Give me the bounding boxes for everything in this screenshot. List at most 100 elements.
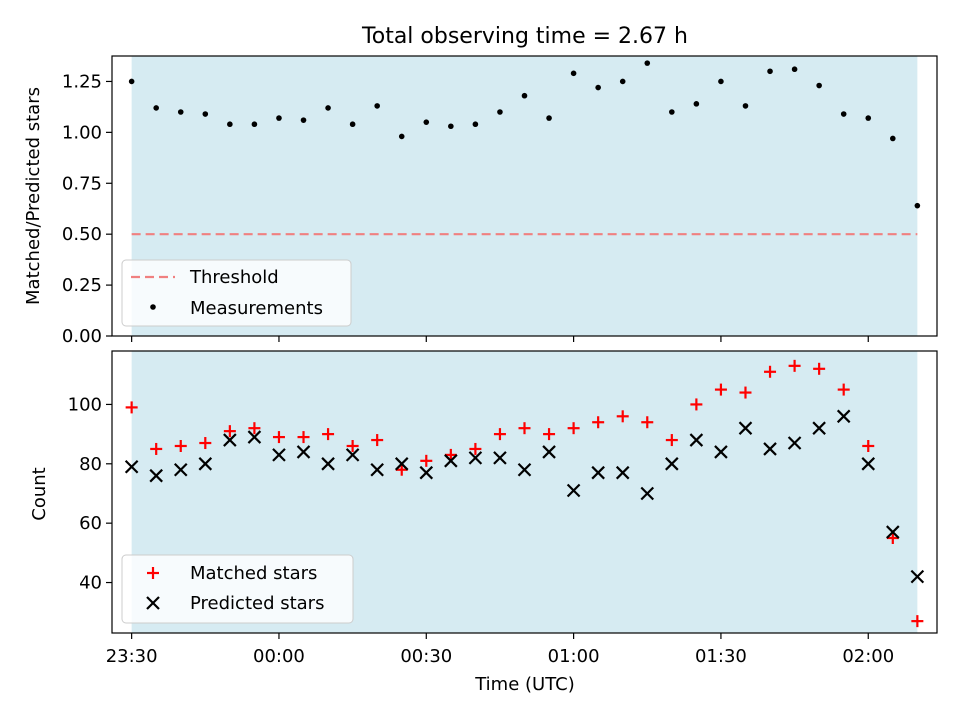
matched-stars-points — [125, 359, 924, 628]
legend-measurements-label: Measurements — [190, 298, 323, 319]
matched-star-point — [543, 428, 556, 441]
predicted-star-point-b — [517, 462, 532, 477]
predicted-star-point — [468, 451, 483, 465]
bottom-y-axis-label: Count — [29, 467, 50, 520]
predicted-star-point — [542, 445, 556, 459]
matched-star-point — [911, 615, 924, 628]
predicted-star-point-b — [542, 445, 556, 459]
bottom-plot-frame — [111, 350, 938, 634]
legend-predicted-label: Predicted stars — [190, 593, 324, 614]
predicted-star-point-b — [468, 451, 483, 465]
measurement-point — [521, 92, 528, 99]
predicted-star-point — [591, 465, 605, 480]
matched-star-point — [125, 401, 138, 414]
predicted-star-point — [787, 436, 802, 450]
predicted-star-point-b — [714, 445, 728, 459]
top-legend: Threshold Measurements — [121, 259, 352, 327]
predicted-star-point-b — [124, 459, 139, 474]
matched-star-point — [174, 439, 187, 452]
predicted-star-point — [345, 448, 360, 462]
matched-star-point — [420, 454, 433, 467]
predicted-star-point-b — [198, 457, 213, 471]
matched-star-point — [248, 422, 261, 435]
predicted-star-point-b — [321, 457, 335, 471]
predicted-star-point-b — [812, 421, 826, 435]
measurement-point — [472, 121, 479, 128]
bottom-legend-box — [121, 554, 354, 624]
predicted-star-point-b — [787, 436, 802, 450]
measurement-point — [128, 78, 135, 85]
matched-star-point — [371, 434, 384, 447]
predicted-star-point-b — [738, 421, 753, 435]
predicted-star-point — [198, 457, 213, 471]
top-y-axis-label: Matched/Predicted stars — [23, 87, 44, 305]
predicted-star-point-b — [615, 465, 630, 480]
measurement-point — [595, 84, 601, 91]
measurement-point — [398, 133, 405, 140]
predicted-star-point — [124, 459, 139, 474]
bottom-x-tick-label: 01:30 — [695, 646, 747, 667]
predicted-star-point — [272, 448, 286, 462]
predicted-star-point — [566, 483, 581, 498]
measurement-point — [619, 78, 626, 85]
matched-star-point — [739, 386, 752, 399]
measurement-point — [251, 121, 258, 128]
predicted-star-point — [223, 433, 237, 447]
bottom-panel: 40 60 80 100 23:30 00:00 00:30 01:00 01:30 02:00… — [29, 350, 938, 695]
matched-star-point — [665, 434, 678, 447]
bottom-y-tick-label: 100 — [68, 394, 102, 415]
measurement-point — [840, 111, 847, 117]
matched-star-point — [493, 428, 506, 441]
measurement-point — [177, 109, 184, 115]
measurement-point — [816, 82, 822, 89]
top-y-axis-ticks: 0.00 0.25 0.50 0.75 1.00 1.25 — [62, 71, 112, 347]
predicted-star-point — [640, 486, 655, 501]
predicted-star-point-b — [173, 462, 188, 477]
bottom-x-tick-label: 01:00 — [548, 646, 600, 667]
measurement-point — [669, 109, 675, 115]
bottom-x-axis-ticks: 23:30 00:00 00:30 01:00 01:30 02:00 — [106, 633, 894, 667]
measurement-point — [914, 202, 921, 209]
predicted-star-point-b — [566, 483, 581, 498]
top-panel-title: Total observing time = 2.67 h — [361, 24, 688, 49]
predicted-star-point-b — [247, 430, 262, 444]
bottom-y-tick-label: 80 — [79, 454, 102, 475]
matched-star-point — [272, 431, 285, 444]
matched-star-point — [469, 442, 482, 455]
top-panel: Total observing time = 2.67 h 0.000.250.… — [23, 24, 938, 347]
predicted-star-point-b — [345, 448, 360, 462]
predicted-star-point-b — [444, 454, 458, 468]
measurement-point — [546, 115, 552, 121]
predicted-star-point — [738, 421, 753, 435]
predicted-star-point-b — [394, 457, 409, 471]
legend-matched-swatch — [147, 567, 159, 579]
measurement-point — [890, 135, 896, 142]
bottom-x-tick-label: 00:30 — [400, 646, 452, 667]
predicted-star-point — [419, 465, 434, 480]
measurement-point — [742, 103, 749, 109]
predicted-star-point — [493, 451, 507, 465]
predicted-star-point — [886, 525, 900, 539]
measurement-point — [349, 121, 356, 128]
matched-star-point — [567, 422, 580, 435]
predicted-star-point — [444, 454, 458, 468]
top-y-tick-label: 0.00 — [62, 326, 102, 347]
predicted-star-point-b — [763, 442, 777, 456]
predicted-star-point — [517, 462, 532, 477]
matched-star-point — [837, 383, 850, 396]
predicted-star-point-b — [296, 445, 311, 459]
measurement-point — [448, 123, 454, 130]
measurement-point — [325, 105, 331, 111]
top-y-tick-label: 0.75 — [62, 173, 102, 194]
legend-matched-label: Matched stars — [190, 563, 317, 584]
bottom-y-tick-label: 60 — [79, 513, 102, 534]
matched-star-point — [862, 439, 875, 452]
bottom-x-axis-label: Time (UTC) — [474, 674, 575, 695]
predicted-star-point-b — [640, 486, 655, 501]
matched-star-point — [518, 422, 531, 435]
predicted-star-point — [149, 468, 163, 483]
matched-star-point — [346, 439, 359, 452]
measurement-point — [644, 60, 651, 66]
matched-star-point — [764, 365, 777, 378]
